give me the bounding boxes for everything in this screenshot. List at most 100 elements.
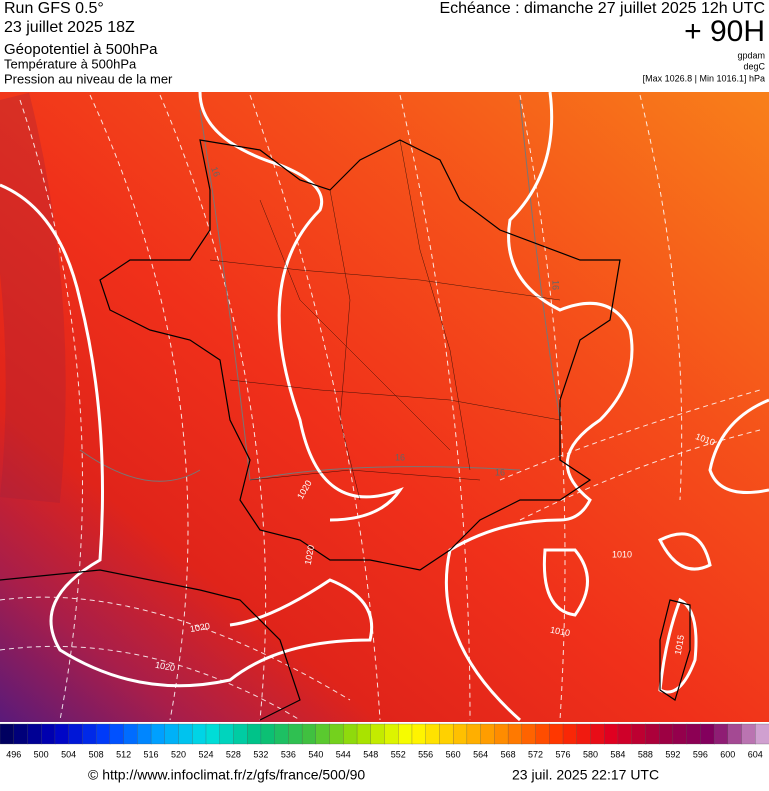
contour-label: 1020 — [303, 544, 316, 565]
colorbar-swatch — [233, 723, 248, 745]
colorbar-swatch — [549, 723, 564, 745]
colorbar-swatch — [521, 723, 537, 745]
colorbar-swatch — [713, 723, 729, 745]
colorbar-label: 580 — [583, 749, 598, 759]
colorbar-label: 560 — [446, 749, 461, 759]
run-date: 23 juillet 2025 18Z — [4, 19, 135, 36]
unit-label: gpdam — [737, 50, 765, 60]
colorbar-swatch — [205, 723, 221, 745]
colorbar-swatch — [164, 723, 180, 745]
colorbar-swatch — [494, 723, 509, 745]
colorbar-swatch — [356, 723, 372, 745]
colorbar-swatch — [700, 723, 715, 745]
temperature-lines — [79, 99, 561, 482]
layer-label: Pression au niveau de la mer — [4, 71, 173, 86]
colorbar-swatch — [123, 723, 138, 745]
colorbar-label: 496 — [6, 749, 21, 759]
colorbar-swatch — [109, 723, 125, 745]
contour-label: 16 — [209, 165, 222, 178]
colorbar-swatch — [755, 723, 769, 745]
run-title: Run GFS 0.5° — [4, 0, 104, 17]
contour-label: 16 — [495, 467, 505, 477]
colorbar-swatch — [219, 723, 235, 745]
colorbar-swatch — [439, 723, 454, 745]
colorbar-swatch — [466, 723, 482, 745]
layer-label: Température à 500hPa — [4, 56, 137, 71]
colorbar-label: 536 — [281, 749, 296, 759]
geopotential-lines — [0, 94, 761, 721]
colorbar-label: 600 — [720, 749, 735, 759]
colorbar-label: 504 — [61, 749, 76, 759]
colorbar-swatch — [54, 723, 70, 745]
coastline — [0, 139, 691, 721]
colorbar-label: 508 — [89, 749, 104, 759]
colorbar-label: 528 — [226, 749, 241, 759]
unit-label: degC — [743, 61, 765, 71]
temperature-band — [0, 92, 66, 503]
colorbar-label: 516 — [144, 749, 159, 759]
contour-label: 1010 — [549, 625, 570, 638]
colorbar-swatch — [315, 723, 331, 745]
colorbar-swatch — [617, 723, 633, 745]
contour-label: 16 — [551, 280, 561, 290]
colorbar-swatch — [411, 723, 427, 745]
contour-label: 16 — [395, 452, 405, 462]
valid-time: Echéance : dimanche 27 juillet 2025 12h … — [439, 0, 765, 17]
colorbar-swatch — [41, 723, 56, 745]
colorbar-swatch — [604, 723, 619, 745]
colorbar-swatch — [453, 723, 468, 745]
colorbar-swatch — [507, 723, 523, 745]
colorbar-swatch — [329, 723, 344, 745]
colorbar-label: 540 — [308, 749, 323, 759]
contour-label: 1020 — [154, 660, 175, 673]
colorbar-swatch — [68, 723, 84, 745]
temperature-field — [0, 92, 769, 722]
colorbar-label: 572 — [528, 749, 543, 759]
colorbar-label: 552 — [391, 749, 406, 759]
colorbar-swatch — [82, 723, 97, 745]
colorbar-swatch — [686, 723, 701, 745]
contour-label: 1015 — [673, 634, 686, 655]
colorbar-swatch — [178, 723, 193, 745]
colorbar-label: 532 — [253, 749, 268, 759]
colorbar-label: 588 — [638, 749, 653, 759]
colorbar-swatch — [95, 723, 111, 745]
colorbar-label: 500 — [34, 749, 49, 759]
colorbar-label: 556 — [418, 749, 433, 759]
colorbar-swatch — [301, 723, 317, 745]
colorbar-swatch — [150, 723, 166, 745]
colorbar-swatch — [192, 723, 207, 745]
colorbar-swatch — [672, 723, 688, 745]
contour-label: 1010 — [612, 549, 632, 559]
lead-time: + 90H — [684, 15, 765, 48]
colorbar-label: 524 — [198, 749, 213, 759]
colorbar-swatch — [370, 723, 386, 745]
colorbar-swatch — [247, 723, 262, 745]
colorbar-swatch — [576, 723, 592, 745]
colorbar-swatch — [398, 723, 413, 745]
layer-label: Géopotentiel à 500hPa — [4, 41, 158, 58]
colorbar-swatch — [645, 723, 660, 745]
colorbar-label: 548 — [363, 749, 378, 759]
colorbar-label: 564 — [473, 749, 488, 759]
colorbar-label: 604 — [748, 749, 763, 759]
colorbar-swatch — [425, 723, 441, 745]
colorbar-swatch — [590, 723, 605, 745]
colorbar-swatch — [535, 723, 550, 745]
colorbar-label: 568 — [501, 749, 516, 759]
colorbar-swatch — [631, 723, 647, 745]
colorbar-swatch — [137, 723, 152, 745]
colorbar-swatch — [384, 723, 399, 745]
colorbar-label: 592 — [665, 749, 680, 759]
colorbar-swatch — [260, 723, 276, 745]
colorbar-swatch — [727, 723, 743, 745]
colorbar-swatch — [288, 723, 303, 745]
colorbar-swatch — [343, 723, 358, 745]
colorbar-label: 576 — [556, 749, 571, 759]
colorbar-swatch — [0, 723, 15, 745]
colorbar-swatch — [27, 723, 42, 745]
footer-url: © http://www.infoclimat.fr/z/gfs/france/… — [88, 767, 365, 783]
department-borders — [209, 139, 561, 501]
colorbar-label: 596 — [693, 749, 708, 759]
